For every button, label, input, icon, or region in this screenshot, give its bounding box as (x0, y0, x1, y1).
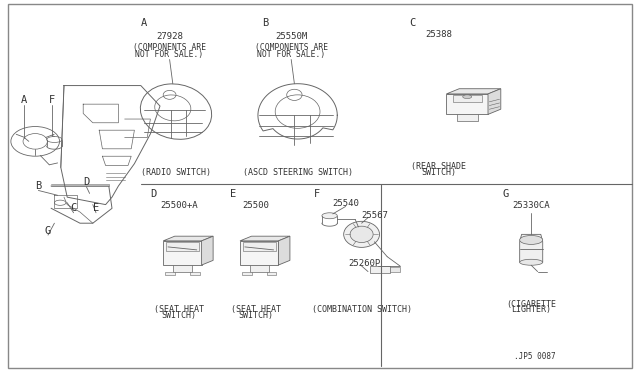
Text: D: D (150, 189, 157, 199)
Polygon shape (202, 236, 213, 265)
Text: A: A (141, 18, 147, 28)
Text: LIGHTER): LIGHTER) (511, 305, 551, 314)
Text: NOT FOR SALE.): NOT FOR SALE.) (257, 49, 325, 58)
Ellipse shape (520, 259, 543, 265)
Polygon shape (488, 89, 500, 115)
Text: C: C (70, 203, 77, 213)
Polygon shape (165, 272, 175, 276)
Text: F: F (49, 96, 56, 105)
Text: E: E (230, 189, 237, 199)
Text: .JP5 0087: .JP5 0087 (513, 352, 556, 361)
Text: NOT FOR SALE.): NOT FOR SALE.) (136, 49, 204, 58)
Polygon shape (452, 95, 482, 102)
Text: (CIGARETTE: (CIGARETTE (506, 300, 556, 309)
Text: 25540: 25540 (333, 199, 360, 208)
Text: (RADIO SWITCH): (RADIO SWITCH) (141, 168, 211, 177)
Polygon shape (457, 115, 477, 121)
Polygon shape (242, 272, 252, 276)
Text: B: B (35, 181, 42, 191)
Polygon shape (267, 272, 276, 276)
Text: G: G (502, 189, 509, 199)
Polygon shape (243, 242, 276, 251)
Text: 25500: 25500 (243, 201, 269, 210)
Ellipse shape (463, 95, 472, 99)
Text: E: E (93, 203, 99, 213)
Text: (COMBINATION SWITCH): (COMBINATION SWITCH) (312, 305, 412, 314)
Text: (COMPONENTS ARE: (COMPONENTS ARE (133, 43, 206, 52)
Polygon shape (163, 236, 213, 241)
Polygon shape (278, 236, 290, 265)
Text: SWITCH): SWITCH) (239, 311, 273, 320)
Text: C: C (410, 18, 416, 28)
Text: (ASCD STEERING SWITCH): (ASCD STEERING SWITCH) (243, 168, 353, 177)
Text: SWITCH): SWITCH) (421, 168, 456, 177)
Polygon shape (163, 241, 202, 265)
Polygon shape (173, 265, 192, 272)
Text: B: B (262, 18, 269, 28)
Ellipse shape (520, 235, 543, 244)
Polygon shape (520, 234, 543, 262)
Text: (COMPONENTS ARE: (COMPONENTS ARE (255, 43, 328, 52)
Text: G: G (45, 226, 51, 235)
Polygon shape (447, 94, 488, 115)
Text: (SEAT HEAT: (SEAT HEAT (231, 305, 281, 314)
Text: 27928: 27928 (156, 32, 183, 41)
Polygon shape (447, 89, 500, 94)
Text: F: F (314, 189, 320, 199)
Polygon shape (370, 266, 390, 273)
Text: D: D (83, 177, 90, 187)
Text: 25567: 25567 (362, 211, 388, 219)
Text: (REAR SHADE: (REAR SHADE (411, 162, 466, 171)
Polygon shape (166, 242, 198, 251)
Ellipse shape (322, 213, 337, 219)
Polygon shape (190, 272, 200, 276)
Ellipse shape (350, 226, 373, 243)
Text: 25330CA: 25330CA (513, 201, 550, 210)
Polygon shape (390, 267, 400, 272)
Polygon shape (240, 241, 278, 265)
Text: 25388: 25388 (425, 30, 452, 39)
Polygon shape (250, 265, 269, 272)
Text: SWITCH): SWITCH) (162, 311, 196, 320)
Text: 25550M: 25550M (275, 32, 307, 41)
Text: 25260P: 25260P (349, 259, 381, 268)
Ellipse shape (344, 221, 380, 247)
Text: A: A (21, 96, 28, 105)
Text: 25500+A: 25500+A (161, 201, 198, 210)
Polygon shape (240, 236, 290, 241)
Text: (SEAT HEAT: (SEAT HEAT (154, 305, 204, 314)
